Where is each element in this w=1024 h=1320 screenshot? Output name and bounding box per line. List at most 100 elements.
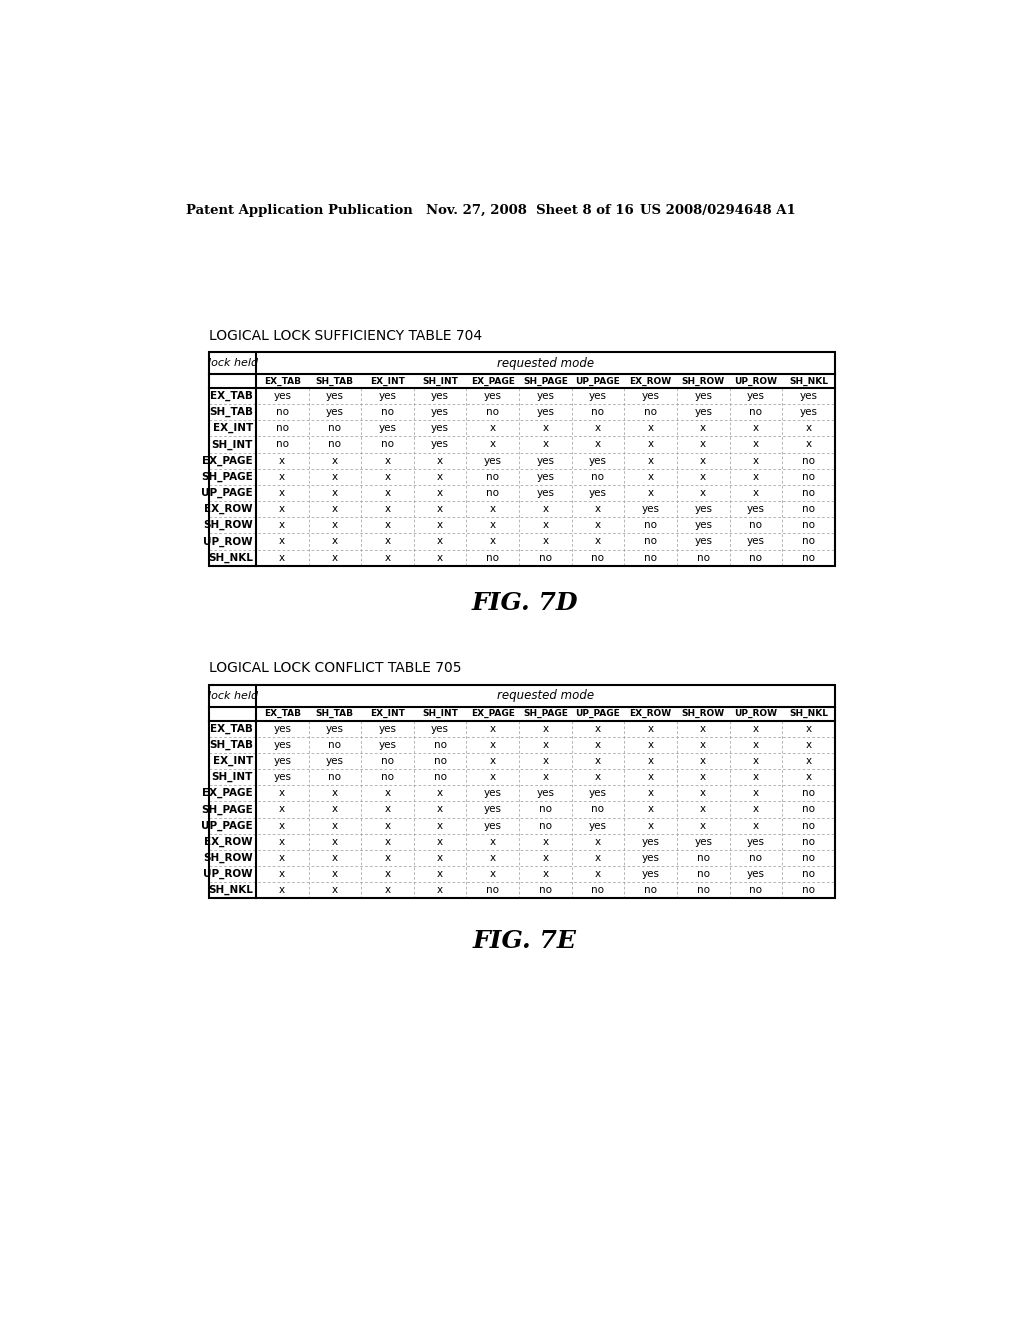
Text: FIG. 7D: FIG. 7D bbox=[471, 590, 579, 615]
Text: x: x bbox=[700, 471, 707, 482]
Text: Patent Application Publication: Patent Application Publication bbox=[186, 205, 413, 218]
Text: yes: yes bbox=[694, 504, 713, 513]
Text: x: x bbox=[543, 837, 549, 846]
Text: x: x bbox=[437, 455, 443, 466]
Text: x: x bbox=[806, 739, 812, 750]
Text: SH_PAGE: SH_PAGE bbox=[523, 376, 567, 385]
Text: no: no bbox=[802, 504, 815, 513]
Text: x: x bbox=[753, 821, 759, 830]
Text: x: x bbox=[543, 853, 549, 863]
Text: x: x bbox=[332, 886, 338, 895]
Text: no: no bbox=[539, 553, 552, 562]
Text: x: x bbox=[384, 837, 390, 846]
Text: no: no bbox=[381, 407, 394, 417]
Text: x: x bbox=[384, 536, 390, 546]
Text: x: x bbox=[384, 520, 390, 531]
Text: Nov. 27, 2008  Sheet 8 of 16: Nov. 27, 2008 Sheet 8 of 16 bbox=[426, 205, 634, 218]
Text: EX_PAGE: EX_PAGE bbox=[471, 376, 515, 385]
Text: x: x bbox=[647, 488, 653, 498]
Text: x: x bbox=[384, 788, 390, 799]
Text: no: no bbox=[750, 853, 762, 863]
Text: x: x bbox=[489, 756, 496, 766]
Text: SH_NKL: SH_NKL bbox=[208, 553, 253, 562]
Text: UP_PAGE: UP_PAGE bbox=[201, 488, 253, 498]
Text: yes: yes bbox=[589, 788, 607, 799]
Text: x: x bbox=[280, 553, 286, 562]
Text: no: no bbox=[802, 788, 815, 799]
Text: x: x bbox=[384, 553, 390, 562]
Text: x: x bbox=[700, 739, 707, 750]
Text: no: no bbox=[802, 471, 815, 482]
Text: no: no bbox=[329, 739, 341, 750]
Text: SH_ROW: SH_ROW bbox=[682, 709, 725, 718]
Text: x: x bbox=[647, 756, 653, 766]
Text: x: x bbox=[280, 804, 286, 814]
Text: no: no bbox=[433, 739, 446, 750]
Text: yes: yes bbox=[273, 739, 291, 750]
Text: x: x bbox=[437, 504, 443, 513]
Text: UP_ROW: UP_ROW bbox=[203, 869, 253, 879]
Text: yes: yes bbox=[379, 424, 396, 433]
Text: x: x bbox=[489, 520, 496, 531]
Text: EX_ROW: EX_ROW bbox=[630, 376, 672, 385]
Text: yes: yes bbox=[537, 455, 554, 466]
Text: SH_ROW: SH_ROW bbox=[203, 853, 253, 863]
Bar bbox=[209, 685, 835, 899]
Text: x: x bbox=[332, 553, 338, 562]
Text: EX_ROW: EX_ROW bbox=[204, 504, 253, 515]
Text: LOGICAL LOCK SUFFICIENCY TABLE 704: LOGICAL LOCK SUFFICIENCY TABLE 704 bbox=[209, 329, 482, 342]
Text: x: x bbox=[489, 424, 496, 433]
Text: yes: yes bbox=[326, 391, 344, 401]
Text: x: x bbox=[384, 471, 390, 482]
Text: x: x bbox=[700, 424, 707, 433]
Text: yes: yes bbox=[379, 391, 396, 401]
Text: x: x bbox=[595, 869, 601, 879]
Text: yes: yes bbox=[379, 723, 396, 734]
Text: x: x bbox=[384, 869, 390, 879]
Text: no: no bbox=[750, 886, 762, 895]
Text: SH_ROW: SH_ROW bbox=[682, 376, 725, 385]
Text: yes: yes bbox=[589, 821, 607, 830]
Text: no: no bbox=[592, 553, 604, 562]
Text: no: no bbox=[750, 553, 762, 562]
Text: no: no bbox=[329, 440, 341, 449]
Text: no: no bbox=[802, 804, 815, 814]
Text: no: no bbox=[644, 536, 657, 546]
Text: EX_INT: EX_INT bbox=[213, 424, 253, 433]
Text: x: x bbox=[280, 520, 286, 531]
Text: x: x bbox=[280, 821, 286, 830]
Text: x: x bbox=[280, 853, 286, 863]
Text: yes: yes bbox=[537, 488, 554, 498]
Text: yes: yes bbox=[642, 869, 659, 879]
Text: x: x bbox=[647, 804, 653, 814]
Text: no: no bbox=[592, 471, 604, 482]
Text: SH_PAGE: SH_PAGE bbox=[523, 709, 567, 718]
Text: x: x bbox=[753, 440, 759, 449]
Text: x: x bbox=[437, 553, 443, 562]
Text: yes: yes bbox=[483, 804, 502, 814]
Text: EX_ROW: EX_ROW bbox=[204, 837, 253, 847]
Text: yes: yes bbox=[326, 756, 344, 766]
Text: x: x bbox=[332, 471, 338, 482]
Text: x: x bbox=[384, 488, 390, 498]
Text: EX_PAGE: EX_PAGE bbox=[471, 709, 515, 718]
Text: no: no bbox=[381, 772, 394, 781]
Text: x: x bbox=[753, 804, 759, 814]
Text: no: no bbox=[750, 407, 762, 417]
Text: x: x bbox=[437, 520, 443, 531]
Text: x: x bbox=[700, 440, 707, 449]
Text: no: no bbox=[592, 804, 604, 814]
Text: requested mode: requested mode bbox=[497, 356, 594, 370]
Text: no: no bbox=[802, 520, 815, 531]
Text: SH_PAGE: SH_PAGE bbox=[201, 804, 253, 814]
Text: EX_PAGE: EX_PAGE bbox=[202, 455, 253, 466]
Text: x: x bbox=[489, 772, 496, 781]
Text: no: no bbox=[696, 869, 710, 879]
Text: x: x bbox=[332, 804, 338, 814]
Text: x: x bbox=[753, 756, 759, 766]
Text: yes: yes bbox=[431, 440, 450, 449]
Text: EX_TAB: EX_TAB bbox=[210, 391, 253, 401]
Text: x: x bbox=[700, 821, 707, 830]
Text: x: x bbox=[280, 837, 286, 846]
Text: SH_TAB: SH_TAB bbox=[315, 376, 354, 385]
